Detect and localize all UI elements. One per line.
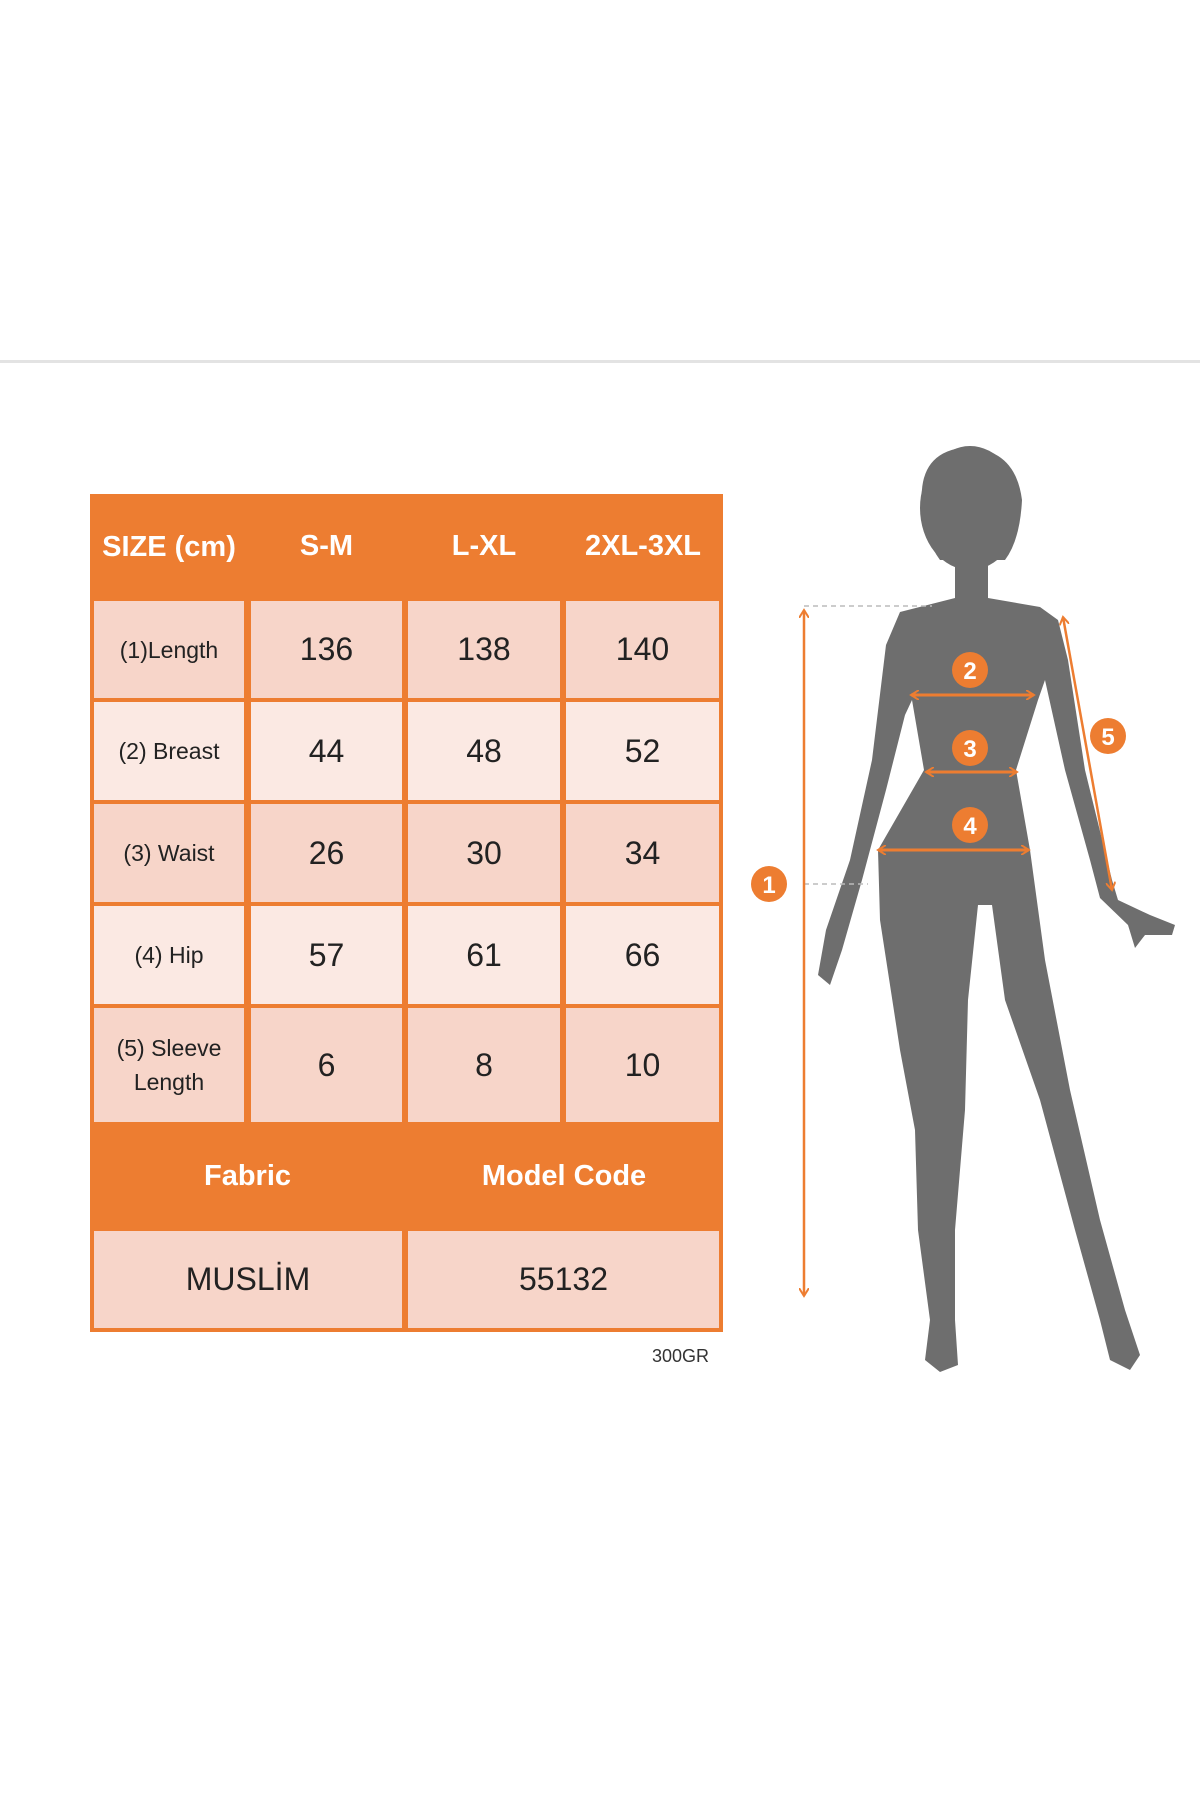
- header-size-s-m: S-M: [299, 530, 354, 562]
- row-label-length: (1)Length: [94, 601, 244, 698]
- cell-sleeve-s-m: 6: [251, 1008, 402, 1122]
- marker-1-icon: 1: [751, 866, 787, 902]
- cell-hip-2xl-3xl: 66: [566, 906, 719, 1004]
- header-size-l-xl: L-XL: [451, 530, 517, 562]
- cell-breast-s-m: 44: [251, 702, 402, 800]
- silhouette-body: [818, 560, 1175, 1372]
- sleeve-arrow: [1063, 617, 1112, 890]
- row-label-breast: (2) Breast: [94, 702, 244, 800]
- model-code-header: Model Code: [481, 1160, 647, 1192]
- cell-sleeve-l-xl: 8: [408, 1008, 560, 1122]
- cell-length-2xl-3xl: 140: [566, 601, 719, 698]
- size-chart-table: SIZE (cm) S-M L-XL 2XL-3XL (1)Length 136…: [90, 494, 723, 1332]
- svg-text:3: 3: [963, 736, 976, 763]
- weight-note: 300GR: [652, 1346, 710, 1366]
- header-size-2xl-3xl: 2XL-3XL: [584, 530, 702, 562]
- svg-text:1: 1: [762, 872, 775, 899]
- cell-waist-s-m: 26: [251, 804, 402, 902]
- marker-4-icon: 4: [952, 807, 988, 843]
- cell-breast-2xl-3xl: 52: [566, 702, 719, 800]
- svg-text:5: 5: [1101, 724, 1114, 751]
- row-label-sleeve-length: (5) Sleeve Length: [94, 1008, 244, 1122]
- marker-5-icon: 5: [1090, 718, 1126, 754]
- measurement-markers: 1 2 3 4 5: [751, 605, 1126, 1296]
- row-label-hip: (4) Hip: [94, 906, 244, 1004]
- header-size-cm: SIZE (cm): [102, 530, 236, 563]
- cell-length-s-m: 136: [251, 601, 402, 698]
- model-code-value: 55132: [408, 1231, 719, 1328]
- cell-breast-l-xl: 48: [408, 702, 560, 800]
- marker-3-icon: 3: [952, 730, 988, 766]
- cell-hip-s-m: 57: [251, 906, 402, 1004]
- silhouette: [818, 446, 1175, 1372]
- cell-sleeve-2xl-3xl: 10: [566, 1008, 719, 1122]
- cell-hip-l-xl: 61: [408, 906, 560, 1004]
- fabric-header: Fabric: [203, 1160, 292, 1192]
- fabric-value: MUSLİM: [94, 1231, 402, 1328]
- cell-waist-2xl-3xl: 34: [566, 804, 719, 902]
- marker-2-icon: 2: [952, 652, 988, 688]
- svg-text:4: 4: [963, 813, 977, 840]
- svg-text:2: 2: [963, 658, 976, 685]
- cell-length-l-xl: 138: [408, 601, 560, 698]
- row-label-waist: (3) Waist: [94, 804, 244, 902]
- silhouette-hair: [921, 447, 1022, 560]
- divider-line: [0, 360, 1200, 363]
- cell-waist-l-xl: 30: [408, 804, 560, 902]
